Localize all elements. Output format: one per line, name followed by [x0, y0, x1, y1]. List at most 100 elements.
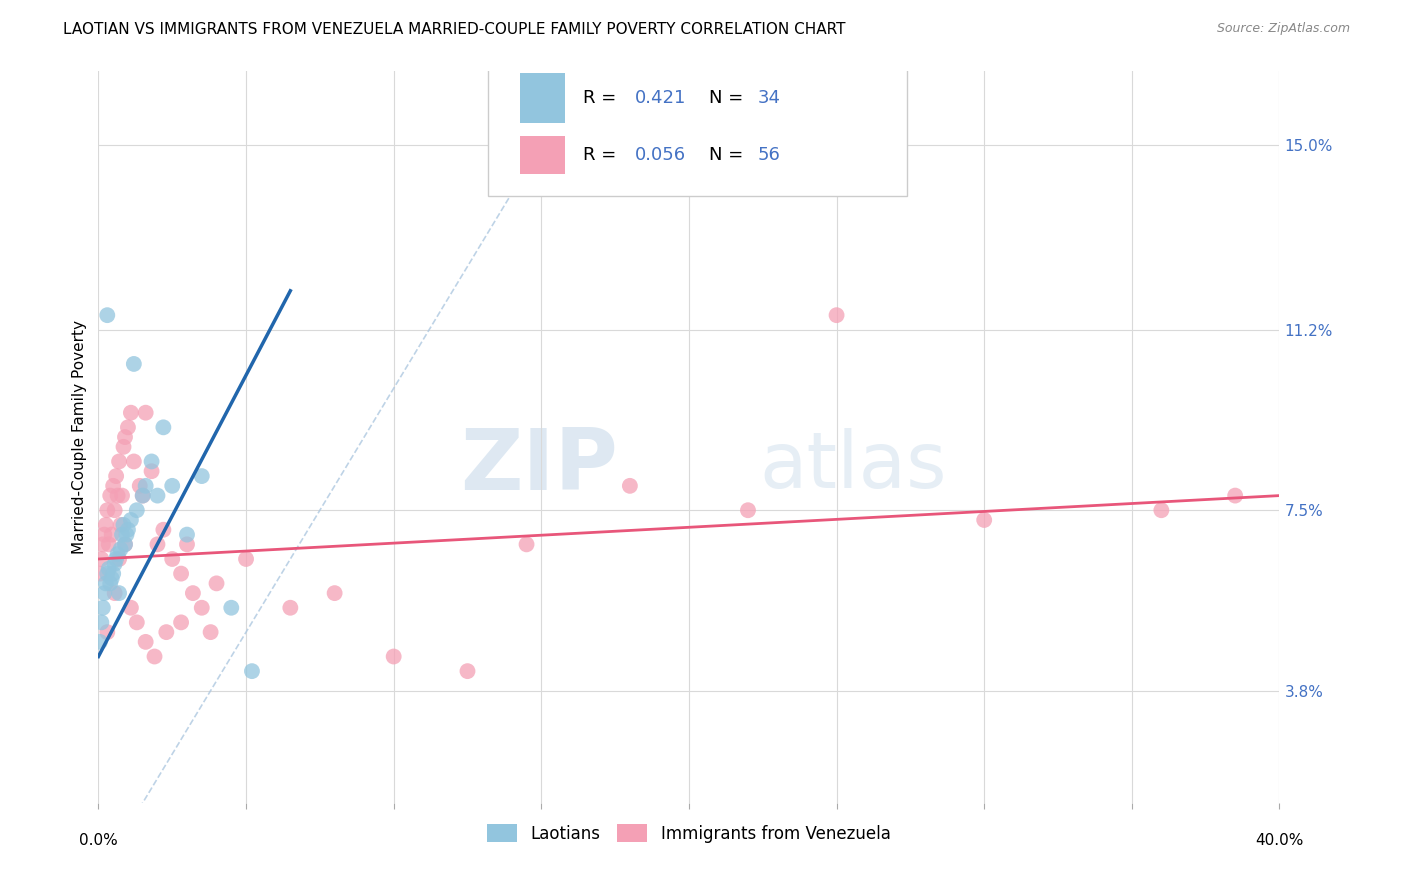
Point	[89, 635, 111, 649]
Point	[125, 615, 148, 630]
Point	[107, 489, 129, 503]
Point	[619, 479, 641, 493]
Point	[132, 489, 155, 503]
Point	[103, 566, 125, 581]
Point	[125, 503, 148, 517]
Point	[122, 454, 145, 468]
Point	[825, 308, 848, 322]
Point	[117, 523, 139, 537]
Point	[457, 664, 479, 678]
Point	[93, 527, 115, 541]
Point	[162, 552, 183, 566]
Point	[115, 527, 138, 541]
Text: 34: 34	[758, 88, 780, 107]
Point	[132, 489, 155, 503]
Point	[120, 406, 142, 420]
Point	[141, 464, 163, 478]
Text: 56: 56	[758, 146, 780, 164]
Point	[122, 357, 145, 371]
Point	[235, 552, 257, 566]
Text: 0.0%: 0.0%	[79, 833, 118, 848]
Point	[170, 615, 193, 630]
Text: Source: ZipAtlas.com: Source: ZipAtlas.com	[1216, 22, 1350, 36]
Point	[112, 440, 135, 454]
Point	[1225, 489, 1247, 503]
Point	[146, 537, 169, 551]
Point	[205, 576, 228, 591]
Point	[221, 600, 243, 615]
Point	[1150, 503, 1173, 517]
Point	[200, 625, 222, 640]
Point	[135, 479, 157, 493]
Point	[128, 479, 150, 493]
Point	[280, 600, 302, 615]
Text: 0.056: 0.056	[634, 146, 686, 164]
Point	[105, 469, 128, 483]
Point	[104, 557, 127, 571]
Point	[96, 625, 118, 640]
Point	[135, 635, 157, 649]
Point	[152, 523, 174, 537]
FancyBboxPatch shape	[520, 73, 565, 122]
Point	[382, 649, 405, 664]
Legend: Laotians, Immigrants from Venezuela: Laotians, Immigrants from Venezuela	[481, 818, 897, 849]
Point	[108, 552, 131, 566]
Point	[93, 586, 115, 600]
Point	[162, 479, 183, 493]
FancyBboxPatch shape	[520, 136, 565, 174]
Point	[176, 527, 198, 541]
Text: 40.0%: 40.0%	[1256, 833, 1303, 848]
Point	[143, 649, 166, 664]
Text: R =: R =	[582, 88, 621, 107]
Point	[111, 527, 134, 541]
Point	[170, 566, 193, 581]
Point	[100, 572, 122, 586]
Y-axis label: Married-Couple Family Poverty: Married-Couple Family Poverty	[72, 320, 87, 554]
Point	[91, 600, 114, 615]
Point	[96, 503, 118, 517]
Point	[91, 537, 114, 551]
Point	[111, 489, 134, 503]
Point	[737, 503, 759, 517]
Point	[112, 517, 135, 532]
Point	[108, 586, 131, 600]
Point	[104, 503, 127, 517]
Point	[120, 600, 142, 615]
Point	[110, 542, 132, 557]
Point	[120, 513, 142, 527]
Point	[105, 552, 128, 566]
Point	[103, 479, 125, 493]
Point	[98, 489, 121, 503]
Text: atlas: atlas	[759, 428, 948, 504]
Point	[100, 527, 122, 541]
Point	[117, 420, 139, 434]
Point	[176, 537, 198, 551]
Point	[108, 454, 131, 468]
Point	[107, 547, 129, 561]
Point	[97, 562, 120, 576]
FancyBboxPatch shape	[488, 61, 907, 195]
Point	[98, 576, 121, 591]
Point	[135, 406, 157, 420]
Text: LAOTIAN VS IMMIGRANTS FROM VENEZUELA MARRIED-COUPLE FAMILY POVERTY CORRELATION C: LAOTIAN VS IMMIGRANTS FROM VENEZUELA MAR…	[63, 22, 846, 37]
Text: ZIP: ZIP	[460, 425, 619, 508]
Point	[516, 537, 538, 551]
Text: 0.421: 0.421	[634, 88, 686, 107]
Text: R =: R =	[582, 146, 621, 164]
Point	[114, 537, 136, 551]
Point	[94, 576, 117, 591]
Point	[191, 600, 214, 615]
Point	[114, 537, 136, 551]
Point	[146, 489, 169, 503]
Point	[240, 664, 263, 678]
Text: N =: N =	[709, 146, 749, 164]
Point	[323, 586, 346, 600]
Point	[96, 566, 118, 581]
Point	[191, 469, 214, 483]
Text: N =: N =	[709, 88, 749, 107]
Point	[104, 586, 127, 600]
Point	[973, 513, 995, 527]
Point	[141, 454, 163, 468]
Point	[114, 430, 136, 444]
Point	[152, 420, 174, 434]
